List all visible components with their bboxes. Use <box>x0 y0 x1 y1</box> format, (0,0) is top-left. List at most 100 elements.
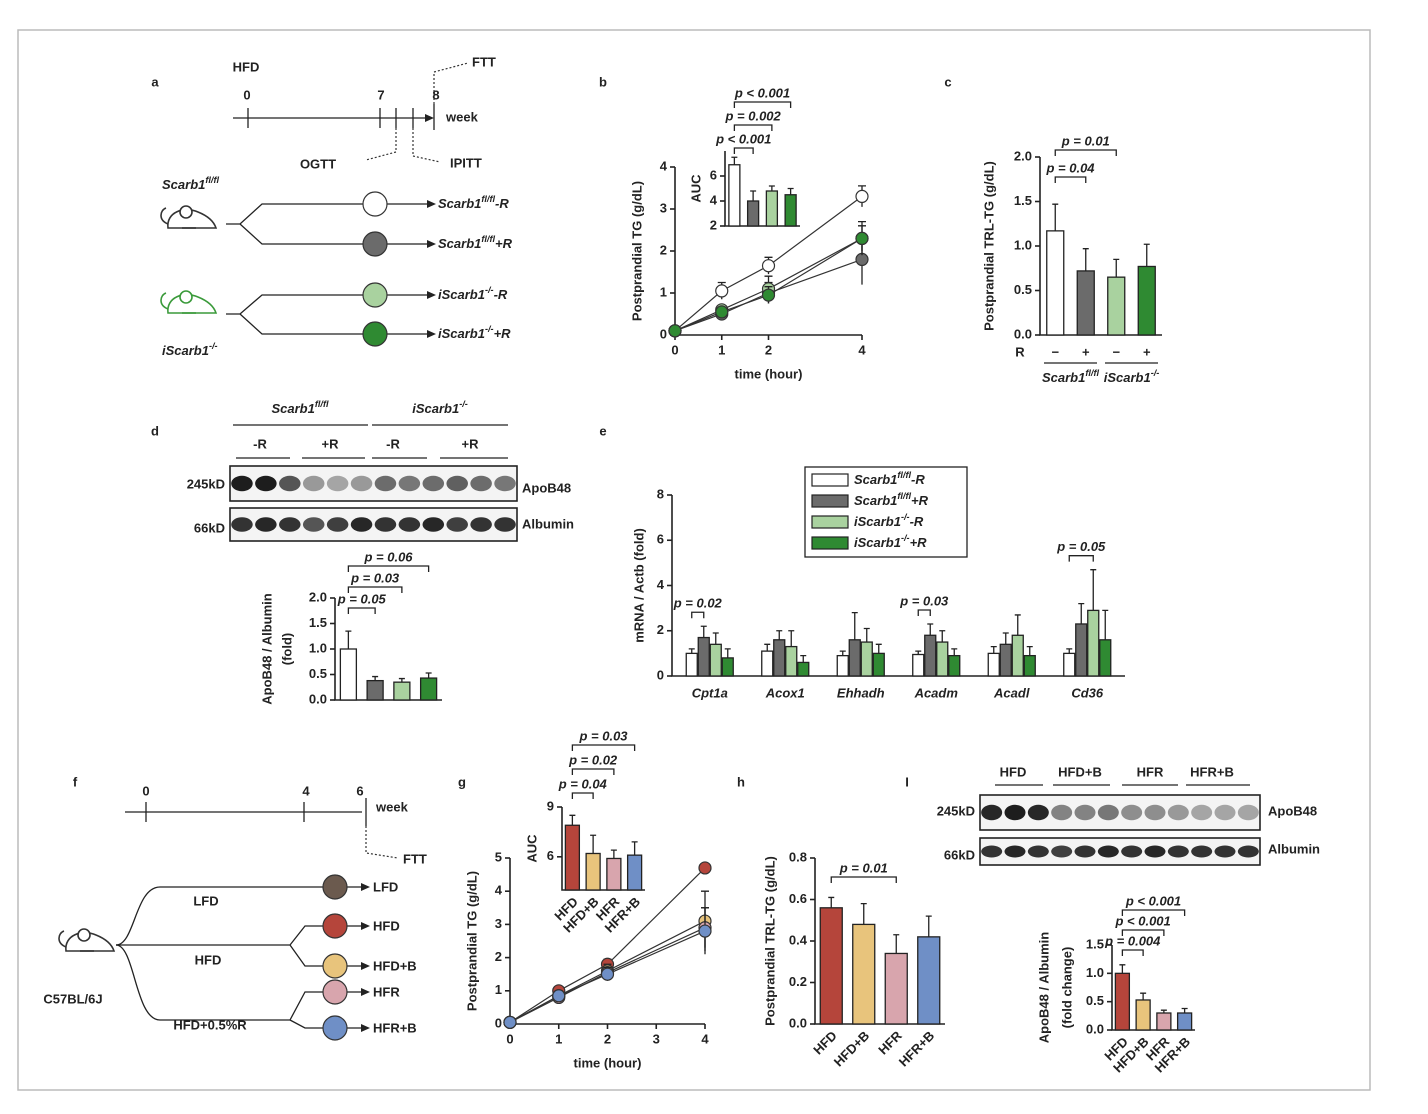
mouse-icon <box>160 290 218 314</box>
y-tick-label: 6 <box>547 848 554 863</box>
error-bar <box>1143 243 1150 267</box>
significance-bracket <box>571 792 594 799</box>
mouse-ear <box>77 928 91 942</box>
blot-band <box>446 517 468 532</box>
error-bar <box>875 643 882 654</box>
line <box>365 826 399 859</box>
y-axis-label: Postprandial TRL-TG (g/dL) <box>981 161 996 331</box>
error-bar <box>788 630 795 647</box>
panel-letter: c <box>944 74 951 89</box>
x-tick-label: + <box>1143 344 1151 359</box>
y-tick-label: 4 <box>495 883 503 898</box>
bar <box>709 643 722 677</box>
y-tick-label: 1.5 <box>309 615 327 630</box>
blot-frame <box>979 837 1261 866</box>
p-value: p < 0.001 <box>715 131 771 146</box>
mouse-tail <box>160 292 169 310</box>
bar <box>852 923 876 1025</box>
group-circle <box>362 231 388 257</box>
legend-label: iScarb1-/--R <box>854 512 924 529</box>
superscript: -/- <box>901 512 910 522</box>
bar <box>819 907 843 1025</box>
blot-band <box>374 475 397 492</box>
blot-band <box>1121 804 1143 821</box>
error-bar <box>425 672 432 679</box>
panel-letter: g <box>458 774 466 789</box>
label: week <box>445 109 479 124</box>
blot-band <box>470 517 492 532</box>
x-tick-label: 0 <box>671 342 678 357</box>
bar <box>765 190 779 227</box>
error-bar <box>610 849 617 859</box>
bar <box>746 200 760 227</box>
p-value: p < 0.001 <box>1125 893 1181 908</box>
genotype-label: Scarb1fl/fl+R <box>438 234 513 251</box>
significance-bracket <box>1121 929 1165 936</box>
y-tick-label: 6 <box>710 167 717 182</box>
legend-swatch <box>811 473 849 487</box>
bar <box>860 641 873 677</box>
superscript: fl/fl <box>481 234 495 244</box>
superscript: fl/fl <box>897 491 911 501</box>
error-bar <box>990 645 997 654</box>
y-tick-label: 2 <box>710 217 717 232</box>
blot-band <box>1214 804 1236 821</box>
arrowhead <box>427 200 436 208</box>
error-bar <box>1181 1007 1188 1013</box>
bar <box>924 634 937 677</box>
panel-letter: d <box>151 423 159 438</box>
label: 66kD <box>944 847 975 862</box>
error-bar <box>860 903 867 925</box>
error-bar <box>1119 964 1126 974</box>
y-axis-label: ApoB48 / Albumin <box>1036 932 1051 1044</box>
bar <box>784 194 797 227</box>
error-bar <box>700 625 707 638</box>
x-axis-label: time (hour) <box>735 366 803 381</box>
y-tick-label: 2 <box>660 242 667 257</box>
error-bar <box>724 648 731 658</box>
superscript: -/- <box>901 533 910 543</box>
error-bar <box>688 648 695 654</box>
frame <box>17 29 1371 1091</box>
y-tick-label: 4 <box>657 577 665 592</box>
label: -R <box>386 436 400 451</box>
line <box>412 128 441 163</box>
error-bar <box>631 841 638 856</box>
arrowhead <box>361 1024 370 1032</box>
significance-bracket <box>347 565 430 572</box>
significance-bracket <box>691 611 705 619</box>
x-tick-label: Acadm <box>914 685 959 700</box>
blot-band <box>302 517 325 532</box>
error-bar <box>1066 648 1073 654</box>
bar <box>1176 1012 1193 1031</box>
significance-bracket <box>1054 176 1087 183</box>
x-tick-label: − <box>1112 344 1120 359</box>
label: HFD+0.5%R <box>173 1017 247 1032</box>
arrowhead <box>361 883 370 891</box>
series-line <box>674 195 863 332</box>
data-point <box>600 967 615 981</box>
genotype-label: Scarb1fl/fl <box>162 175 219 192</box>
x-tick-label: Acadl <box>993 685 1030 700</box>
superscript: -/- <box>459 399 468 409</box>
x-tick-label: 0 <box>506 1031 513 1046</box>
error-bar <box>1160 1009 1167 1013</box>
blot-band <box>326 475 349 492</box>
blot-band <box>1051 845 1073 858</box>
label: ApoB48 <box>1268 803 1317 818</box>
blot-band <box>398 517 421 532</box>
superscript: fl/fl <box>1085 368 1099 378</box>
y-tick-label: 4 <box>710 192 718 207</box>
legend-swatch <box>811 515 849 529</box>
label: HFR <box>1137 764 1164 779</box>
gene: Scarb1 <box>438 236 481 251</box>
arrowhead <box>361 988 370 996</box>
p-value: p = 0.02 <box>568 752 618 767</box>
y-tick-label: 0.0 <box>309 691 327 706</box>
superscript: -/- <box>209 341 218 351</box>
bar <box>884 952 908 1025</box>
gene: iScarb1 <box>438 287 485 302</box>
p-value: p = 0.05 <box>337 591 387 606</box>
bar <box>1076 270 1095 336</box>
blot-band <box>398 475 421 492</box>
